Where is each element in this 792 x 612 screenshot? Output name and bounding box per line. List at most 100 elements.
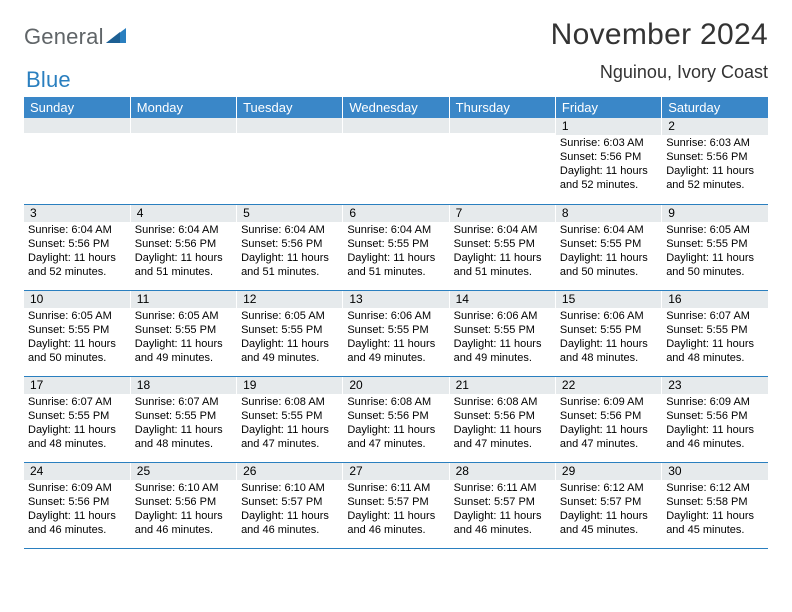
day-number <box>237 118 342 133</box>
daylight-text: Daylight: 11 hours and 46 minutes. <box>241 509 338 537</box>
day-details: Sunrise: 6:08 AMSunset: 5:56 PMDaylight:… <box>450 394 555 453</box>
calendar-table: Sunday Monday Tuesday Wednesday Thursday… <box>24 97 768 549</box>
day-number <box>343 118 448 133</box>
daylight-text: Daylight: 11 hours and 46 minutes. <box>454 509 551 537</box>
day-number: 7 <box>450 205 555 222</box>
day-details: Sunrise: 6:04 AMSunset: 5:55 PMDaylight:… <box>450 222 555 281</box>
day-number: 4 <box>131 205 236 222</box>
day-details: Sunrise: 6:04 AMSunset: 5:56 PMDaylight:… <box>131 222 236 281</box>
calendar-day-cell: 16Sunrise: 6:07 AMSunset: 5:55 PMDayligh… <box>662 290 768 376</box>
dow-saturday: Saturday <box>662 97 768 118</box>
day-details: Sunrise: 6:07 AMSunset: 5:55 PMDaylight:… <box>662 308 768 367</box>
sunset-text: Sunset: 5:56 PM <box>241 237 338 251</box>
sunrise-text: Sunrise: 6:06 AM <box>560 309 657 323</box>
day-details: Sunrise: 6:06 AMSunset: 5:55 PMDaylight:… <box>343 308 448 367</box>
calendar-day-cell: 25Sunrise: 6:10 AMSunset: 5:56 PMDayligh… <box>130 462 236 548</box>
sunrise-text: Sunrise: 6:11 AM <box>347 481 444 495</box>
daylight-text: Daylight: 11 hours and 50 minutes. <box>28 337 126 365</box>
day-details: Sunrise: 6:04 AMSunset: 5:56 PMDaylight:… <box>237 222 342 281</box>
sunset-text: Sunset: 5:55 PM <box>666 237 764 251</box>
day-details: Sunrise: 6:09 AMSunset: 5:56 PMDaylight:… <box>662 394 768 453</box>
calendar-day-cell <box>130 118 236 204</box>
title-block: November 2024 Nguinou, Ivory Coast <box>551 18 768 83</box>
calendar-day-cell: 21Sunrise: 6:08 AMSunset: 5:56 PMDayligh… <box>449 376 555 462</box>
dow-friday: Friday <box>555 97 661 118</box>
daylight-text: Daylight: 11 hours and 50 minutes. <box>560 251 657 279</box>
day-number <box>131 118 236 133</box>
sunrise-text: Sunrise: 6:03 AM <box>560 136 657 150</box>
sunset-text: Sunset: 5:56 PM <box>347 409 444 423</box>
day-number: 26 <box>237 463 342 480</box>
sunrise-text: Sunrise: 6:04 AM <box>560 223 657 237</box>
calendar-page: General November 2024 Nguinou, Ivory Coa… <box>0 0 792 559</box>
sunset-text: Sunset: 5:55 PM <box>560 237 657 251</box>
sunrise-text: Sunrise: 6:05 AM <box>241 309 338 323</box>
dow-tuesday: Tuesday <box>237 97 343 118</box>
daylight-text: Daylight: 11 hours and 51 minutes. <box>347 251 444 279</box>
calendar-day-cell: 5Sunrise: 6:04 AMSunset: 5:56 PMDaylight… <box>237 204 343 290</box>
sunrise-text: Sunrise: 6:08 AM <box>241 395 338 409</box>
day-number: 6 <box>343 205 448 222</box>
sunrise-text: Sunrise: 6:04 AM <box>135 223 232 237</box>
day-details: Sunrise: 6:05 AMSunset: 5:55 PMDaylight:… <box>131 308 236 367</box>
calendar-day-cell: 14Sunrise: 6:06 AMSunset: 5:55 PMDayligh… <box>449 290 555 376</box>
calendar-day-cell: 4Sunrise: 6:04 AMSunset: 5:56 PMDaylight… <box>130 204 236 290</box>
sunrise-text: Sunrise: 6:09 AM <box>28 481 126 495</box>
calendar-day-cell: 22Sunrise: 6:09 AMSunset: 5:56 PMDayligh… <box>555 376 661 462</box>
calendar-day-cell: 23Sunrise: 6:09 AMSunset: 5:56 PMDayligh… <box>662 376 768 462</box>
day-details: Sunrise: 6:03 AMSunset: 5:56 PMDaylight:… <box>662 135 768 194</box>
daylight-text: Daylight: 11 hours and 51 minutes. <box>454 251 551 279</box>
sunset-text: Sunset: 5:56 PM <box>135 495 232 509</box>
calendar-day-cell: 10Sunrise: 6:05 AMSunset: 5:55 PMDayligh… <box>24 290 130 376</box>
sunrise-text: Sunrise: 6:09 AM <box>560 395 657 409</box>
day-details: Sunrise: 6:03 AMSunset: 5:56 PMDaylight:… <box>556 135 661 194</box>
sunrise-text: Sunrise: 6:12 AM <box>666 481 764 495</box>
day-details: Sunrise: 6:04 AMSunset: 5:55 PMDaylight:… <box>343 222 448 281</box>
sunset-text: Sunset: 5:56 PM <box>28 495 126 509</box>
daylight-text: Daylight: 11 hours and 49 minutes. <box>135 337 232 365</box>
day-number: 30 <box>662 463 768 480</box>
calendar-day-cell: 26Sunrise: 6:10 AMSunset: 5:57 PMDayligh… <box>237 462 343 548</box>
day-number: 28 <box>450 463 555 480</box>
calendar-day-cell <box>237 118 343 204</box>
day-details: Sunrise: 6:05 AMSunset: 5:55 PMDaylight:… <box>24 308 130 367</box>
sunrise-text: Sunrise: 6:07 AM <box>135 395 232 409</box>
daylight-text: Daylight: 11 hours and 46 minutes. <box>135 509 232 537</box>
dow-sunday: Sunday <box>24 97 130 118</box>
calendar-day-cell: 2Sunrise: 6:03 AMSunset: 5:56 PMDaylight… <box>662 118 768 204</box>
calendar-week-row: 24Sunrise: 6:09 AMSunset: 5:56 PMDayligh… <box>24 462 768 548</box>
daylight-text: Daylight: 11 hours and 47 minutes. <box>454 423 551 451</box>
sunset-text: Sunset: 5:55 PM <box>241 409 338 423</box>
day-details: Sunrise: 6:10 AMSunset: 5:56 PMDaylight:… <box>131 480 236 539</box>
day-number: 13 <box>343 291 448 308</box>
sunrise-text: Sunrise: 6:06 AM <box>347 309 444 323</box>
day-details: Sunrise: 6:11 AMSunset: 5:57 PMDaylight:… <box>450 480 555 539</box>
dow-thursday: Thursday <box>449 97 555 118</box>
sunset-text: Sunset: 5:55 PM <box>347 237 444 251</box>
day-details: Sunrise: 6:10 AMSunset: 5:57 PMDaylight:… <box>237 480 342 539</box>
sunrise-text: Sunrise: 6:12 AM <box>560 481 657 495</box>
sunset-text: Sunset: 5:58 PM <box>666 495 764 509</box>
sunset-text: Sunset: 5:57 PM <box>560 495 657 509</box>
sunrise-text: Sunrise: 6:10 AM <box>135 481 232 495</box>
daylight-text: Daylight: 11 hours and 52 minutes. <box>28 251 126 279</box>
brand-word-2: Blue <box>26 67 71 92</box>
day-details: Sunrise: 6:05 AMSunset: 5:55 PMDaylight:… <box>237 308 342 367</box>
calendar-day-cell: 7Sunrise: 6:04 AMSunset: 5:55 PMDaylight… <box>449 204 555 290</box>
day-details: Sunrise: 6:04 AMSunset: 5:55 PMDaylight:… <box>556 222 661 281</box>
day-number: 23 <box>662 377 768 394</box>
day-details: Sunrise: 6:04 AMSunset: 5:56 PMDaylight:… <box>24 222 130 281</box>
daylight-text: Daylight: 11 hours and 51 minutes. <box>135 251 232 279</box>
sunset-text: Sunset: 5:55 PM <box>347 323 444 337</box>
calendar-day-cell <box>343 118 449 204</box>
calendar-day-cell: 1Sunrise: 6:03 AMSunset: 5:56 PMDaylight… <box>555 118 661 204</box>
daylight-text: Daylight: 11 hours and 48 minutes. <box>666 337 764 365</box>
calendar-day-cell: 20Sunrise: 6:08 AMSunset: 5:56 PMDayligh… <box>343 376 449 462</box>
sunset-text: Sunset: 5:55 PM <box>28 409 126 423</box>
day-number: 27 <box>343 463 448 480</box>
daylight-text: Daylight: 11 hours and 49 minutes. <box>347 337 444 365</box>
day-details: Sunrise: 6:05 AMSunset: 5:55 PMDaylight:… <box>662 222 768 281</box>
sunset-text: Sunset: 5:56 PM <box>454 409 551 423</box>
sunrise-text: Sunrise: 6:08 AM <box>454 395 551 409</box>
daylight-text: Daylight: 11 hours and 50 minutes. <box>666 251 764 279</box>
